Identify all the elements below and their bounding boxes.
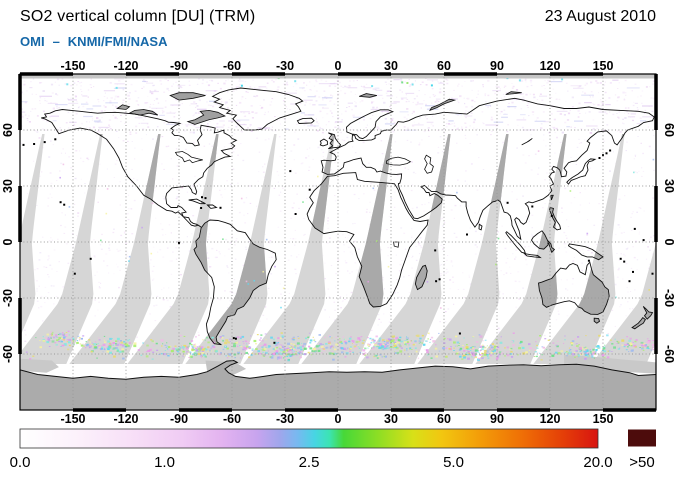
lat-tick-label: 60: [662, 123, 676, 137]
colorbar-tick-label: 5.0: [443, 454, 464, 471]
lon-tick-label: 60: [437, 59, 451, 73]
south-noise-band: [25, 150, 656, 362]
lon-tick-label: -150: [60, 59, 85, 73]
coastlines: [22, 87, 655, 346]
source-agencies: KNMI/FMI/NASA: [67, 34, 168, 49]
lon-tick-label: -150: [60, 412, 85, 426]
lon-tick-label: -120: [113, 59, 138, 73]
antarctica-coastline: [20, 359, 656, 380]
source-separator: –: [52, 34, 60, 49]
figure-source: OMI – KNMI/FMI/NASA: [20, 34, 175, 49]
lon-tick-label: -30: [276, 412, 294, 426]
lon-tick-label: 0: [335, 412, 342, 426]
lon-tick-label: -60: [223, 412, 241, 426]
north-polar-strip: [20, 74, 656, 79]
lat-tick-label: 0: [1, 238, 15, 245]
colorbar-tick-label: 20.0: [583, 454, 612, 471]
lon-tick-label: -60: [223, 59, 241, 73]
lon-tick-label: 0: [335, 59, 342, 73]
figure-date: 23 August 2010: [544, 8, 656, 25]
lat-tick-label: -60: [662, 345, 676, 363]
lat-axis-left: 60 30 0 -30 -60: [1, 123, 15, 363]
lon-tick-label: 150: [593, 59, 614, 73]
lat-tick-label: -60: [1, 345, 15, 363]
colorbar-overflow-label: >50: [629, 454, 654, 471]
lat-tick-label: 0: [662, 239, 676, 246]
graticule: [20, 74, 656, 410]
lat-tick-label: -30: [662, 289, 676, 307]
page-title: SO2 vertical column [DU] (TRM): [20, 8, 256, 25]
lat-axis-right: 60 30 0 -30 -60: [662, 123, 676, 363]
lon-tick-label: 90: [490, 59, 504, 73]
lon-tick-label: -120: [113, 412, 138, 426]
lat-tick-label: 30: [1, 179, 15, 193]
lon-tick-label: 120: [540, 412, 561, 426]
lon-tick-label: 60: [437, 412, 451, 426]
lon-tick-label: 90: [490, 412, 504, 426]
map-frame: [18, 72, 658, 412]
colorbar-gradient: [19, 428, 599, 449]
lon-tick-label: -90: [170, 59, 188, 73]
map-content: [20, 74, 656, 410]
lon-tick-label: -90: [170, 412, 188, 426]
lon-tick-label: 30: [384, 59, 398, 73]
lon-axis-bottom: -150 -120 -90 -60 -30 0 30 60 90 120 150: [60, 412, 613, 426]
lat-tick-label: 60: [1, 123, 15, 137]
colorbar: 0.0 1.0 2.5 5.0 20.0 >50: [10, 428, 656, 471]
lat-tick-label: -30: [1, 289, 15, 307]
lon-tick-label: 120: [540, 59, 561, 73]
colorbar-tick-label: 1.0: [154, 454, 175, 471]
colorbar-tick-label: 0.0: [10, 454, 31, 471]
lon-tick-label: 30: [384, 412, 398, 426]
lat-tick-label: 30: [662, 179, 676, 193]
lon-axis-top: -150 -120 -90 -60 -30 0 30 60 90 120 150: [60, 59, 613, 73]
lon-tick-label: 150: [593, 412, 614, 426]
colorbar-overflow-box: [628, 429, 656, 447]
lon-tick-label: -30: [276, 59, 294, 73]
source-instrument: OMI: [20, 34, 45, 49]
colorbar-tick-label: 2.5: [299, 454, 320, 471]
